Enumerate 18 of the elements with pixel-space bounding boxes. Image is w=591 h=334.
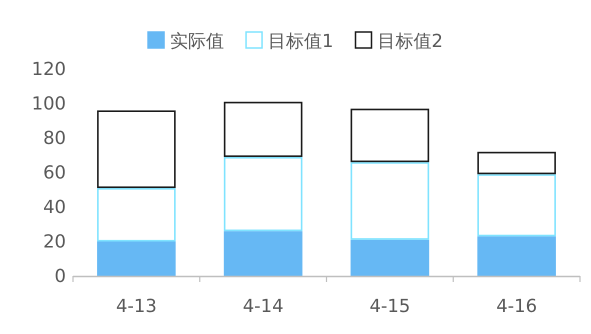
y-tick-label: 20 xyxy=(43,232,66,252)
x-tick-label: 4-15 xyxy=(369,296,410,317)
y-tick-label: 120 xyxy=(32,59,66,80)
y-tick-label: 0 xyxy=(54,266,66,287)
bar xyxy=(477,236,556,276)
legend-label: 目标值1 xyxy=(268,31,334,52)
x-tick-label: 4-14 xyxy=(242,296,284,317)
bar xyxy=(224,231,302,276)
x-tick-label: 4-16 xyxy=(496,296,538,317)
bar xyxy=(97,242,176,276)
y-tick-label: 60 xyxy=(43,162,66,184)
y-tick-label: 100 xyxy=(32,94,66,114)
y-tick-label: 40 xyxy=(43,197,66,218)
y-tick-label: 80 xyxy=(43,128,66,149)
legend-label: 目标值2 xyxy=(378,31,443,52)
bar xyxy=(350,240,430,276)
legend-label: 实际值 xyxy=(170,31,224,52)
x-tick-label: 4-13 xyxy=(116,296,157,317)
